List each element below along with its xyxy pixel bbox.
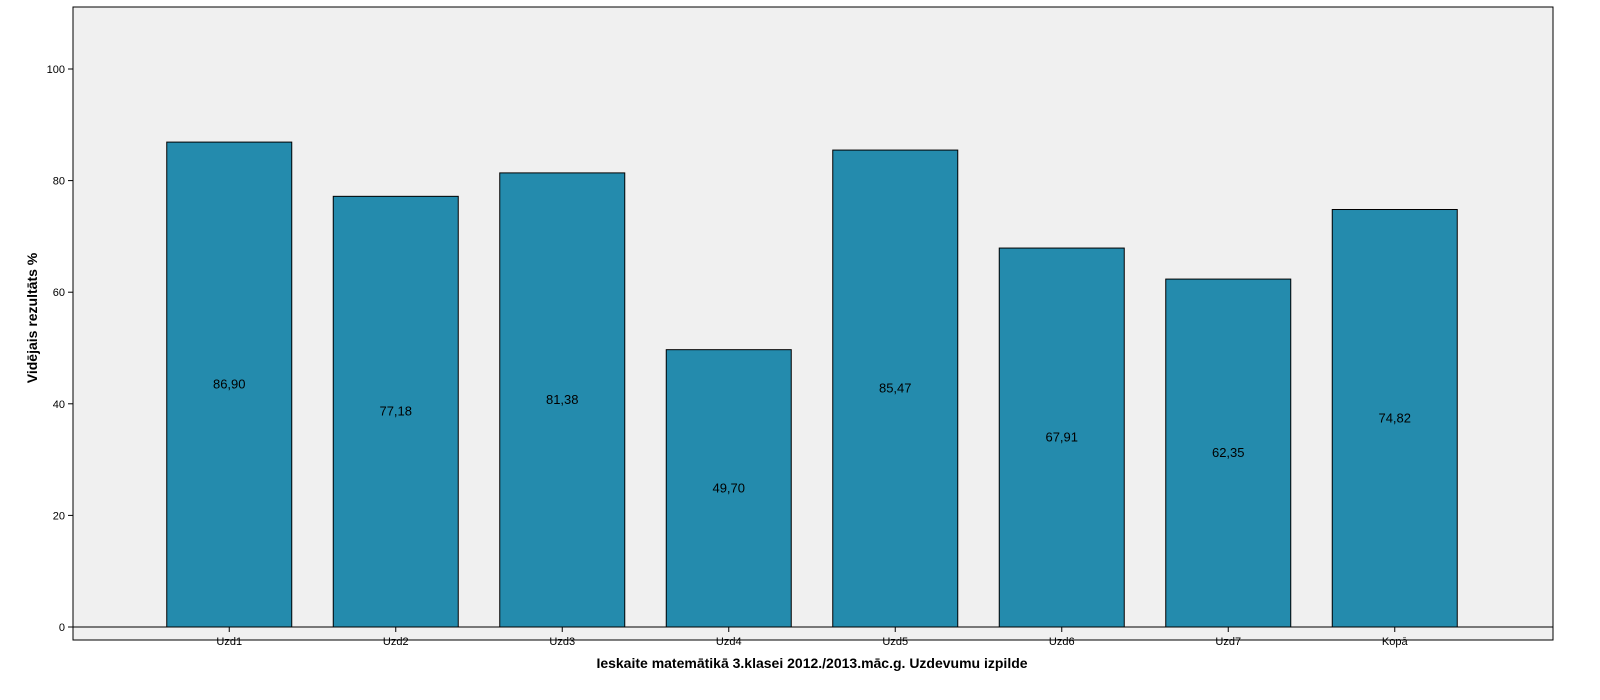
y-tick-label: 60	[53, 287, 65, 299]
plot-area	[72, 6, 1554, 641]
x-ticks-group: Uzd1 Uzd2 Uzd3 Uzd4 Uzd5 Uzd6 Uzd7 Kopā	[216, 627, 1408, 648]
bar-uzd6	[998, 247, 1125, 628]
bar-kopā	[1331, 209, 1458, 628]
y-tick-label: 100	[47, 64, 65, 76]
x-axis-title: Ieskaite matemātikā 3.klasei 2012./2013.…	[596, 655, 1027, 671]
x-tick-label: Uzd1	[216, 636, 242, 648]
bar-value-label: 67,91	[1045, 430, 1078, 445]
x-tick-label: Uzd6	[1049, 636, 1075, 648]
x-tick-label: Uzd2	[383, 636, 409, 648]
bar-value-label: 77,18	[379, 404, 412, 419]
bar-uzd1	[166, 141, 293, 628]
y-tick-label: 40	[53, 399, 65, 411]
axes-group	[72, 7, 1553, 640]
bar-uzd4	[665, 349, 792, 628]
bars-group	[166, 141, 1458, 628]
y-tick-label: 0	[59, 622, 65, 634]
bar-uzd5	[832, 149, 959, 628]
y-axis-title: Vidējais rezultāts %	[24, 252, 40, 383]
bar-value-label: 74,82	[1378, 410, 1411, 425]
bar-uzd2	[332, 195, 459, 628]
y-tick-label: 80	[53, 176, 65, 188]
x-tick-label: Uzd5	[882, 636, 908, 648]
bar-value-label: 49,70	[712, 480, 745, 495]
bar-value-labels-group: 86,90 77,18 81,38 49,70 85,47 67,91 62,35 74,82	[213, 377, 1411, 496]
bar-value-label: 81,38	[546, 392, 579, 407]
y-ticks-group: 0 20 40 60 80 100	[47, 64, 73, 634]
bar-value-label: 86,90	[213, 377, 246, 392]
bar-uzd7	[1165, 278, 1292, 628]
bar-value-label: 85,47	[879, 381, 912, 396]
x-tick-label: Uzd7	[1215, 636, 1241, 648]
x-tick-label: Uzd3	[549, 636, 575, 648]
x-tick-label: Uzd4	[716, 636, 742, 648]
bar-value-label: 62,35	[1212, 445, 1245, 460]
y-tick-label: 20	[53, 510, 65, 522]
bar-uzd3	[499, 172, 626, 628]
x-tick-label: Kopā	[1382, 636, 1409, 648]
